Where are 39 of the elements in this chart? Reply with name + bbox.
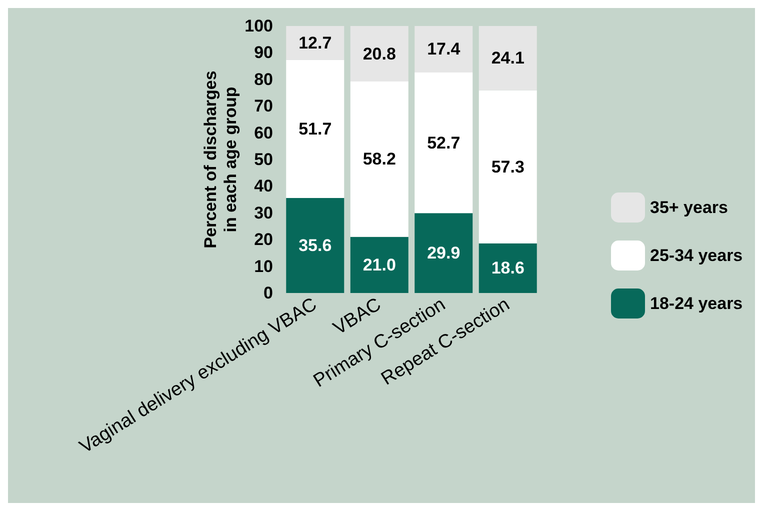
- data-label: 51.7: [298, 119, 332, 138]
- y-axis-title: Percent of discharges in each age group: [201, 70, 240, 248]
- y-tick-label: 70: [254, 96, 273, 116]
- legend-label: 18-24 years: [650, 294, 743, 313]
- bar: [350, 82, 408, 237]
- data-label: 18.6: [491, 258, 524, 278]
- bar: [350, 236, 408, 293]
- data-label: 21.0: [362, 255, 396, 274]
- bar: [350, 26, 408, 82]
- data-label: 29.9: [427, 244, 460, 263]
- y-tick-label: 60: [254, 123, 273, 142]
- data-label: 52.7: [427, 133, 460, 152]
- y-tick-label: 40: [254, 176, 273, 196]
- bar: [286, 26, 344, 60]
- y-tick-label: 50: [254, 150, 273, 169]
- data-label: 12.7: [298, 33, 332, 52]
- bar: [414, 26, 473, 72]
- y-tick-label: 10: [254, 256, 273, 276]
- data-label: 57.3: [491, 157, 524, 176]
- data-label: 20.8: [362, 44, 396, 64]
- data-label: 24.1: [491, 48, 524, 68]
- legend-label: 35+ years: [650, 198, 728, 217]
- y-tick-label: 100: [244, 16, 273, 36]
- data-label: 17.4: [427, 40, 461, 59]
- y-tick-label: 90: [254, 43, 273, 62]
- data-label: 35.6: [298, 236, 332, 255]
- bar: [414, 213, 473, 293]
- y-tick-label: 30: [254, 203, 273, 222]
- y-tick-label: 80: [254, 70, 273, 89]
- y-tick-label: 20: [254, 230, 273, 250]
- bar: [286, 198, 344, 293]
- bar: [478, 243, 537, 293]
- bar: [286, 60, 344, 198]
- bar: [478, 26, 537, 90]
- legend-label: 25-34 years: [650, 246, 743, 265]
- bar: [414, 72, 473, 214]
- y-tick-label: 0: [264, 284, 273, 302]
- bar: [478, 90, 537, 244]
- data-label: 58.2: [362, 150, 396, 169]
